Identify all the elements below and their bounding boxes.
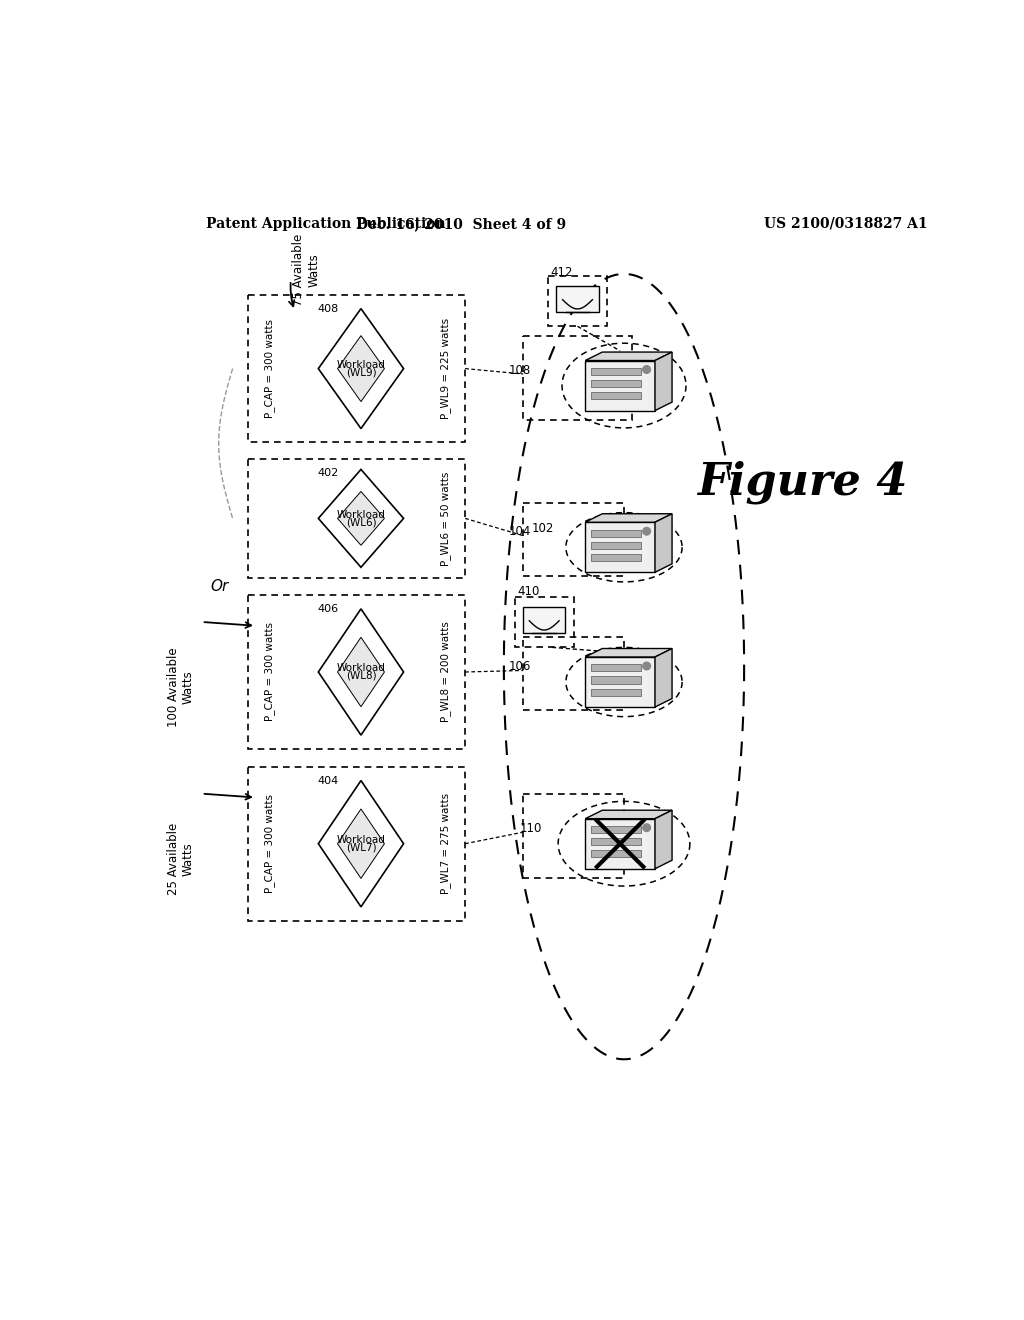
Bar (591, 664, 641, 672)
Polygon shape (655, 810, 672, 869)
Text: Figure 4: Figure 4 (697, 461, 907, 503)
Text: Workload: Workload (337, 663, 385, 673)
Bar (586, 657, 655, 708)
Text: 412: 412 (551, 265, 573, 279)
Bar (248, 767, 465, 921)
Text: 108: 108 (508, 363, 530, 376)
Text: P_CAP = 300 watts: P_CAP = 300 watts (264, 319, 275, 418)
Polygon shape (586, 352, 672, 360)
Bar (591, 554, 641, 561)
Bar (591, 529, 641, 537)
Polygon shape (655, 648, 672, 708)
Text: 410: 410 (517, 585, 540, 598)
Circle shape (643, 824, 650, 832)
Text: P_WL7 = 275 watts: P_WL7 = 275 watts (440, 793, 452, 894)
Polygon shape (318, 309, 403, 429)
Text: Workload: Workload (337, 510, 385, 520)
Text: 102: 102 (531, 521, 554, 535)
Circle shape (643, 663, 650, 669)
Bar (591, 392, 641, 399)
Text: Workload: Workload (337, 836, 385, 845)
Text: Workload: Workload (337, 360, 385, 370)
Bar (586, 360, 655, 411)
Text: Dec. 16, 2010  Sheet 4 of 9: Dec. 16, 2010 Sheet 4 of 9 (356, 216, 566, 231)
Bar (523, 607, 565, 632)
Text: 404: 404 (317, 776, 339, 785)
Bar (523, 638, 624, 710)
Polygon shape (318, 609, 403, 735)
Circle shape (643, 366, 650, 374)
Bar (586, 523, 655, 573)
Polygon shape (338, 809, 384, 878)
Bar (591, 380, 641, 387)
Bar (586, 818, 655, 869)
Text: (WL7): (WL7) (346, 842, 376, 853)
Bar (591, 838, 641, 845)
Polygon shape (655, 513, 672, 573)
Text: (WL9): (WL9) (346, 367, 376, 378)
Polygon shape (318, 780, 403, 907)
Text: 106: 106 (508, 660, 530, 673)
Text: US 2100/0318827 A1: US 2100/0318827 A1 (764, 216, 927, 231)
Polygon shape (655, 352, 672, 411)
Text: Or: Or (210, 579, 228, 594)
Text: 104: 104 (508, 525, 530, 539)
Bar (591, 850, 641, 857)
Polygon shape (338, 638, 384, 706)
Text: (WL6): (WL6) (346, 517, 376, 527)
Bar (523, 793, 624, 878)
Text: 408: 408 (317, 305, 339, 314)
Text: (WL8): (WL8) (346, 671, 376, 681)
Polygon shape (318, 470, 403, 568)
Polygon shape (338, 491, 384, 545)
Text: P_CAP = 300 watts: P_CAP = 300 watts (264, 623, 275, 722)
Polygon shape (338, 335, 384, 401)
Bar (591, 826, 641, 833)
Bar (523, 335, 632, 420)
Circle shape (643, 528, 650, 535)
Bar (548, 276, 607, 326)
Text: 75 Available
Watts: 75 Available Watts (292, 234, 321, 306)
Text: 25 Available
Watts: 25 Available Watts (167, 822, 195, 895)
Bar (591, 541, 641, 549)
Text: P_CAP = 300 watts: P_CAP = 300 watts (264, 795, 275, 894)
Bar (248, 595, 465, 748)
Text: 100 Available
Watts: 100 Available Watts (167, 648, 195, 727)
Bar (515, 597, 573, 647)
Polygon shape (586, 810, 672, 818)
Bar (523, 503, 624, 576)
Polygon shape (586, 513, 672, 523)
Bar (248, 459, 465, 578)
Text: P_WL9 = 225 watts: P_WL9 = 225 watts (440, 318, 452, 420)
Polygon shape (586, 648, 672, 657)
Bar (248, 296, 465, 442)
Bar (591, 689, 641, 696)
Bar (591, 676, 641, 684)
Bar (556, 286, 599, 312)
Text: 110: 110 (520, 822, 542, 834)
Text: P_WL8 = 200 watts: P_WL8 = 200 watts (440, 622, 452, 722)
Bar (591, 368, 641, 375)
Text: 406: 406 (317, 603, 339, 614)
Text: P_WL6 = 50 watts: P_WL6 = 50 watts (440, 471, 452, 565)
Text: Patent Application Publication: Patent Application Publication (206, 216, 445, 231)
Text: 402: 402 (317, 467, 339, 478)
